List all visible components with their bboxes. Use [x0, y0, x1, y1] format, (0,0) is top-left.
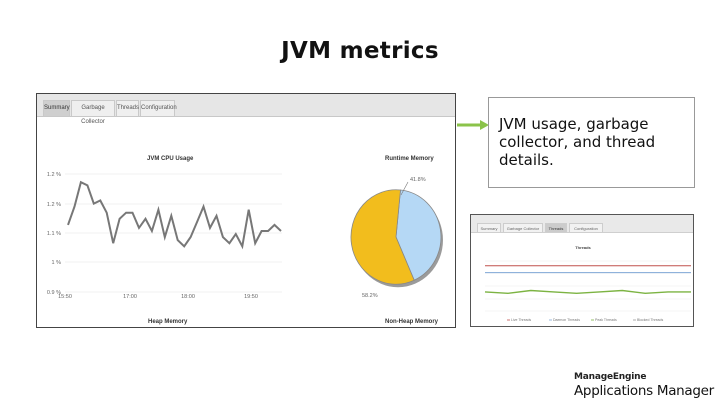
- cpu-y-tick: 1 %: [52, 260, 62, 266]
- pie-slice-nonheap: [395, 189, 442, 281]
- manageengine-logo: ManageEngine Applications Manager: [574, 372, 714, 399]
- tab-threads[interactable]: Threads: [116, 100, 139, 116]
- threads-legend-entry: Blocked Threads: [637, 318, 663, 322]
- callout-arrow-icon: [457, 120, 489, 130]
- threads-screenshot: Summary Garbage Collector Threads Config…: [470, 214, 694, 327]
- tab-configuration-small[interactable]: Configuration: [569, 223, 603, 232]
- threads-chart-title: Threads: [575, 245, 591, 250]
- cpu-y-tick: 1.1 %: [47, 231, 61, 237]
- pie-leader-line: [400, 181, 409, 196]
- cpu-usage-chart: 1.2 % 1.2 % 1.1 % 1 % 0.9 %15:50 17:00 18:00 19…: [47, 172, 443, 300]
- tab-summary[interactable]: Summary: [43, 100, 70, 116]
- callout-line-3: details.: [499, 151, 554, 169]
- threads-legend-entry: Peak Threads: [595, 318, 617, 322]
- callout-line-1: JVM usage, garbage: [499, 115, 649, 133]
- tab-garbage-collector[interactable]: Garbage Collector: [71, 100, 115, 125]
- tab-bar: Summary Garbage Collector Threads Config…: [37, 94, 455, 125]
- pie-label-bottom: 58.2%: [362, 293, 378, 299]
- threads-legend-entry: Daemon Threads: [553, 318, 580, 322]
- heap-memory-label: Heap Memory: [148, 319, 188, 325]
- cpu-y-tick: 1.2 %: [47, 172, 61, 178]
- pie-slice-heap: [350, 189, 415, 285]
- slide-title: JVM metrics: [281, 38, 439, 64]
- nonheap-memory-label: Non-Heap Memory: [385, 319, 439, 325]
- tab-garbage-collector-small[interactable]: Garbage Collector: [503, 223, 543, 232]
- threads-series-line: [484, 289, 691, 295]
- cpu-x-tick: 18:00: [181, 294, 195, 300]
- cpu-x-tick: 15:50: [58, 294, 72, 300]
- tab-configuration[interactable]: Configuration: [140, 100, 177, 116]
- cpu-y-tick: 1.2 %: [47, 202, 61, 208]
- runtime-memory-title: Runtime Memory: [385, 156, 434, 162]
- cpu-chart-title: JVM CPU Usage: [147, 156, 194, 162]
- callout-line-2: collector, and thread: [499, 133, 656, 151]
- threads-tab-bar: Summary Garbage Collector Threads Config…: [471, 215, 693, 233]
- cpu-x-tick: 19:50: [244, 294, 258, 300]
- threads-chart: Threads Live Threads Daemon Threads Peak T…: [484, 245, 691, 322]
- cpu-x-tick: 17:00: [123, 294, 137, 300]
- threads-legend-entry: Live Threads: [511, 318, 531, 322]
- callout-box: JVM usage, garbage collector, and thread…: [488, 97, 695, 188]
- logo-brand: ManageEngine: [574, 372, 647, 382]
- tab-summary-small[interactable]: Summary: [477, 223, 501, 232]
- cpu-y-tick: 0.9 %: [47, 290, 61, 296]
- tab-threads-small[interactable]: Threads: [545, 223, 567, 232]
- cpu-series-line: [67, 180, 282, 250]
- logo-product: Applications Manager: [574, 383, 714, 399]
- jvm-summary-screenshot: Summary Garbage Collector Threads Config…: [36, 93, 456, 328]
- pie-label-top: 41.8%: [410, 177, 426, 183]
